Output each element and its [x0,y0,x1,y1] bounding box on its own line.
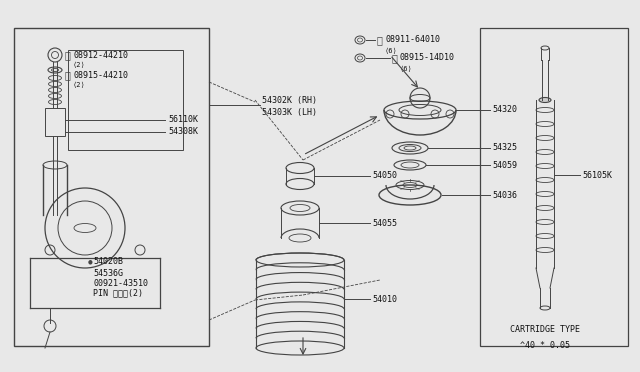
Text: 08911-64010: 08911-64010 [385,35,440,45]
Text: 56105K: 56105K [582,170,612,180]
Text: 54050: 54050 [372,171,397,180]
Text: 08915-44210: 08915-44210 [73,71,128,80]
Text: 56110K: 56110K [168,115,198,125]
Text: 54020B: 54020B [93,257,123,266]
Text: ⟨6⟩: ⟨6⟩ [400,66,413,72]
Bar [45,108,65,136]
Text: CARTRIDGE TYPE: CARTRIDGE TYPE [510,326,580,334]
Text: Ⓝ: Ⓝ [65,50,71,60]
Text: 54036: 54036 [492,190,517,199]
Text: Ⓦ: Ⓦ [392,53,398,63]
Text: 54059: 54059 [492,160,517,170]
Bar [14,28,209,346]
Bar [68,50,183,150]
Text: 54055: 54055 [372,218,397,228]
Text: ^40 * 0.05: ^40 * 0.05 [520,340,570,350]
Text: 54302K (RH): 54302K (RH) [262,96,317,105]
Text: 54303K (LH): 54303K (LH) [262,108,317,116]
Text: PIN ピン・(2): PIN ピン・(2) [93,289,143,298]
Ellipse shape [539,97,551,103]
Text: 54010: 54010 [372,295,397,304]
Text: ⟨2⟩: ⟨2⟩ [73,62,86,68]
Text: 00921-43510: 00921-43510 [93,279,148,288]
Text: Ⓝ: Ⓝ [377,35,383,45]
Text: 08915-14D10: 08915-14D10 [400,54,455,62]
Text: 54320: 54320 [492,106,517,115]
Text: ⟨6⟩: ⟨6⟩ [385,48,397,54]
Text: 54325: 54325 [492,144,517,153]
Text: ⟨2⟩: ⟨2⟩ [73,82,86,88]
Text: 54308K: 54308K [168,128,198,137]
Text: 08912-44210: 08912-44210 [73,51,128,60]
Text: ●: ● [88,260,92,264]
Text: 54536G: 54536G [93,269,123,278]
Text: Ⓦ: Ⓦ [65,70,71,80]
Bar [480,28,628,346]
